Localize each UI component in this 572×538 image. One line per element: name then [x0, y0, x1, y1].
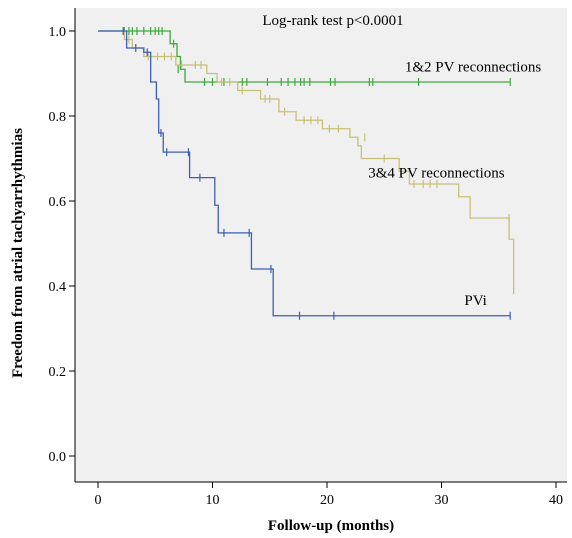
series-pvi: PVi	[98, 27, 511, 320]
x-axis-title: Follow-up (months)	[268, 518, 394, 534]
survival-curve	[98, 30, 511, 317]
x-tick-label: 0	[95, 493, 102, 508]
y-tick-label: 0.2	[49, 365, 67, 380]
y-tick-label: 1.0	[49, 25, 67, 40]
series-3-4-pv-reconnections: 3&4 PV reconnections	[98, 30, 515, 295]
x-tick-label: 20	[320, 493, 334, 508]
log-rank-annotation: Log-rank test p<0.0001	[262, 13, 403, 29]
x-tick-label: 10	[206, 493, 220, 508]
y-tick-label: 0.8	[49, 110, 67, 125]
y-tick-label: 0.6	[49, 195, 67, 210]
series-label: 3&4 PV reconnections	[368, 166, 505, 182]
series-layer: 1&2 PV reconnections 3&4 PV reconnections…	[98, 27, 541, 320]
x-tick-label: 40	[549, 493, 563, 508]
survival-curve	[98, 30, 515, 291]
x-tick-label: 30	[435, 493, 449, 508]
axes: 0 10 20 30 40 0.0 0.2 0.4 0.6 0.8 1.0	[49, 8, 567, 508]
series-label: PVi	[464, 293, 486, 309]
y-tick-label: 0.0	[49, 450, 67, 465]
survival-curve	[98, 30, 511, 83]
y-axis-title: Freedom from atrial tachyarrhythmias	[10, 128, 26, 378]
series-1-2-pv-reconnections: 1&2 PV reconnections	[98, 27, 541, 86]
plot-area	[75, 8, 567, 482]
y-tick-label: 0.4	[49, 280, 67, 295]
series-label: 1&2 PV reconnections	[405, 59, 542, 75]
